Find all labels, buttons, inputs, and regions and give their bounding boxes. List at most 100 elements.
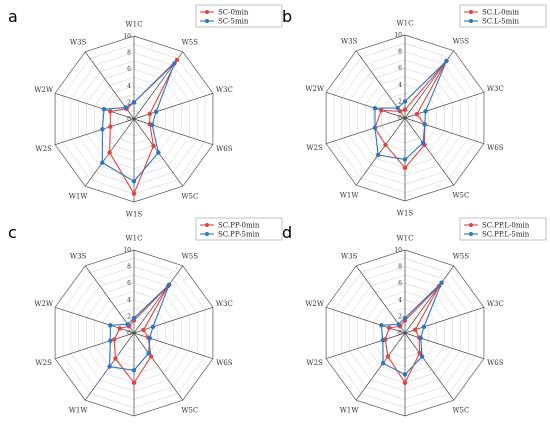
legend-swatch-marker [205, 10, 209, 14]
radar-panel-d: dW1CW5SW3CW6SW5CW1SW1WW2SW2WW3S0246810SC… [282, 217, 547, 417]
panel-letter: a [8, 7, 18, 26]
series-point [108, 109, 113, 114]
legend-swatch-marker [469, 232, 473, 236]
tick-label: 4 [127, 297, 131, 304]
axis-label-w6s: W6S [216, 359, 233, 367]
series-point [125, 322, 130, 327]
axis-label-w2w: W2W [305, 85, 325, 93]
axis-spoke [404, 265, 455, 334]
axis-label-w1c: W1C [125, 235, 142, 243]
axis-label-w6s: W6S [216, 145, 233, 153]
axis-label-w2s: W2S [306, 144, 323, 152]
tick-label: 8 [127, 264, 131, 271]
series-line-0 [109, 59, 178, 195]
series-point [108, 124, 113, 129]
axis-spoke [404, 332, 455, 401]
axis-label-w3c: W3C [216, 86, 233, 94]
series-point [166, 282, 172, 287]
series-point [117, 326, 122, 331]
axis-label-w2s: W2S [306, 359, 323, 367]
radar-panel-b: b W1C W5S W3C W6S W5C W1S W1W W2S W2W W3S 0 2 4 6 8 10 SC… [282, 4, 547, 218]
axis-label-w1c: W1C [396, 20, 413, 28]
series-point [151, 143, 156, 149]
tick-label: 10 [123, 247, 131, 254]
axis-label-w3c: W3C [487, 85, 504, 93]
axis-label-w1s: W1S [397, 210, 414, 218]
series-point [372, 106, 378, 111]
series-point [146, 350, 151, 356]
series-point [418, 335, 423, 341]
tick-label: 8 [398, 264, 402, 271]
series-point [385, 354, 391, 359]
series-point [379, 108, 384, 113]
series-point [141, 327, 146, 333]
series-point [107, 150, 112, 155]
series-point [439, 280, 444, 285]
axis-spoke [404, 117, 485, 144]
tick-label: 4 [398, 82, 402, 89]
legend-box [459, 217, 547, 241]
series-line-0 [374, 60, 447, 169]
series-point [402, 157, 408, 162]
axis-label-w5s: W5S [182, 253, 199, 261]
axis-label-w3c: W3C [487, 300, 504, 308]
tick-label: 2 [127, 313, 131, 320]
axis-label-w5c: W5C [181, 406, 198, 414]
series-point [150, 324, 156, 330]
axis-label-w2w: W2W [34, 300, 54, 308]
axis-spoke [54, 93, 135, 120]
series-point [131, 100, 137, 105]
tick-label: 6 [127, 66, 131, 73]
axis-spoke [325, 307, 406, 334]
series-point [414, 111, 420, 117]
series-point [172, 61, 177, 66]
legend-box [195, 217, 283, 241]
series-point [131, 368, 137, 373]
tick-label: 8 [398, 49, 402, 56]
axis-label-w1s: W1S [126, 211, 143, 219]
series-point [147, 111, 152, 117]
axis-spoke [84, 265, 135, 334]
series-point [402, 372, 408, 377]
series-point [147, 335, 152, 341]
tick-label: 6 [398, 280, 402, 287]
axis-label-w5s: W5S [453, 38, 470, 46]
series-point [131, 315, 137, 321]
series-line-1 [101, 62, 176, 182]
series-point [123, 105, 128, 110]
legend-swatch-marker [469, 19, 473, 23]
legend-box [195, 4, 283, 28]
series-point [131, 191, 137, 196]
series-point [417, 350, 422, 356]
axis-spoke [133, 93, 214, 120]
axis-label-w1c: W1C [396, 235, 413, 243]
legend-swatch-marker [205, 19, 209, 23]
axis-label-w1c: W1C [125, 21, 142, 29]
axis-spoke [404, 307, 485, 334]
axis-label-w5s: W5S [182, 39, 199, 47]
series-point [402, 99, 408, 104]
axis-spoke [133, 265, 184, 334]
axis-label-w1w: W1W [69, 406, 89, 414]
tick-label: 0 [127, 330, 131, 337]
panel-letter: b [282, 7, 292, 26]
legend-label: SC-0min [218, 9, 249, 17]
axis-label-w5c: W5C [452, 406, 469, 414]
series-point [397, 109, 403, 114]
legend-label: SC.L-5min [482, 18, 519, 26]
axis-label-w1w: W1W [340, 191, 360, 199]
tick-label: 0 [127, 116, 131, 123]
tick-label: 8 [127, 50, 131, 57]
series-point [421, 324, 427, 330]
tick-label: 2 [127, 99, 131, 106]
panel-letter: d [282, 223, 292, 242]
legend-label: SC.L-0min [482, 9, 519, 17]
tick-label: 6 [127, 280, 131, 287]
series-point [396, 322, 401, 327]
axis-spoke [355, 332, 406, 401]
legend-label: SC.PP.L-5min [482, 231, 530, 239]
tick-label: 2 [398, 313, 402, 320]
series-point [375, 152, 381, 158]
series-point [413, 327, 418, 332]
